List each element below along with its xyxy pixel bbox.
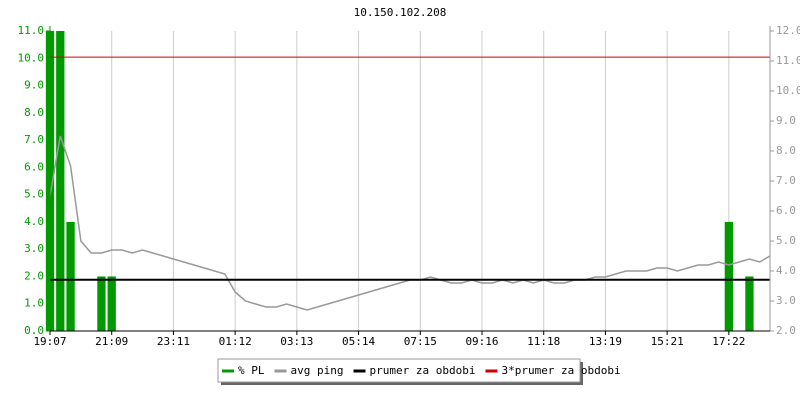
legend-label: 3*prumer za obdobi (501, 364, 620, 377)
y-tick-label: 3.0 (24, 242, 44, 255)
pl-bar (66, 221, 75, 331)
x-tick-label: 09:16 (465, 335, 498, 348)
x-tick-label: 03:13 (280, 335, 313, 348)
x-tick-label: 07:15 (404, 335, 437, 348)
y-tick-label: 6.0 (24, 160, 44, 173)
x-tick-label: 15:21 (651, 335, 684, 348)
y-tick-label: 4.0 (24, 215, 44, 228)
y-tick-label: 10.0 (18, 51, 45, 64)
x-tick-label: 17:22 (712, 335, 745, 348)
x-tick-label: 01:12 (219, 335, 252, 348)
ping-line (49, 135, 771, 311)
y-tick-label: 1.0 (24, 297, 44, 310)
y2-tick-label: 8.0 (776, 144, 796, 157)
y-tick-label: 9.0 (24, 79, 44, 92)
pl-bar (745, 276, 754, 331)
x-tick-label: 21:09 (95, 335, 128, 348)
pl-bar (724, 221, 733, 331)
y-tick-label: 0.0 (24, 324, 44, 337)
y2-tick-label: 4.0 (776, 264, 796, 277)
pl-bar (107, 276, 116, 331)
legend-label: % PL (238, 364, 265, 377)
x-tick-label: 19:07 (33, 335, 66, 348)
y2-tick-label: 12.0 (776, 24, 800, 37)
y2-tick-label: 9.0 (776, 114, 796, 127)
legend-label: avg ping (291, 364, 344, 377)
legend-label: prumer za obdobi (369, 364, 475, 377)
y2-tick-label: 6.0 (776, 204, 796, 217)
y-tick-label: 8.0 (24, 106, 44, 119)
legend-box (217, 358, 581, 383)
chart-title: 10.150.102.208 (354, 6, 447, 19)
y-tick-label: 2.0 (24, 269, 44, 282)
x-tick-label: 11:18 (527, 335, 560, 348)
y2-tick-label: 2.0 (776, 324, 796, 337)
pl-bar (56, 31, 65, 331)
y-tick-label: 11.0 (18, 24, 45, 37)
pl-bar (97, 276, 106, 331)
y2-tick-label: 10.0 (776, 84, 800, 97)
y-tick-label: 7.0 (24, 133, 44, 146)
y2-tick-label: 11.0 (776, 54, 800, 67)
y2-tick-label: 5.0 (776, 234, 796, 247)
x-tick-label: 13:19 (589, 335, 622, 348)
y2-tick-label: 7.0 (776, 174, 796, 187)
x-tick-label: 05:14 (342, 335, 375, 348)
y-tick-label: 5.0 (24, 188, 44, 201)
x-tick-label: 23:11 (157, 335, 190, 348)
y2-tick-label: 3.0 (776, 294, 796, 307)
